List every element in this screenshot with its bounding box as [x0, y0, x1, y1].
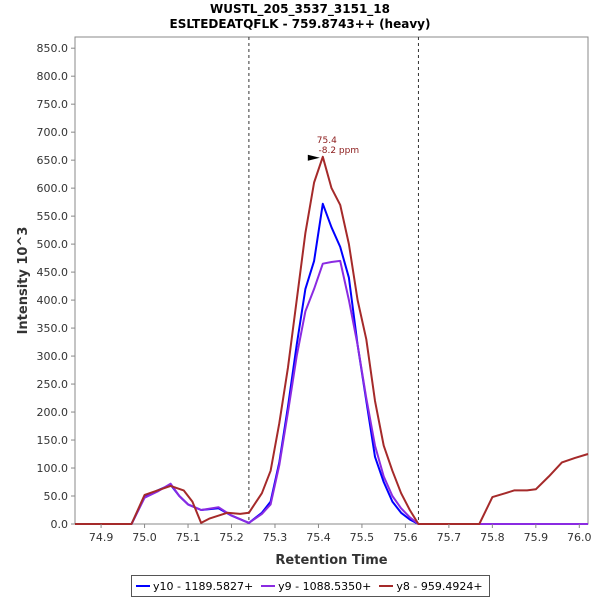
series-layer [75, 155, 589, 525]
y-tick-label: 600.0 [37, 182, 69, 195]
legend-label-y10: y10 - 1189.5827+ [153, 579, 254, 593]
y-tick-label: 800.0 [37, 70, 69, 83]
legend-label-y8: y8 - 959.4924+ [396, 579, 483, 593]
peak-annotation: 75.4 -8.2 ppm [307, 136, 359, 161]
y-axis: 0.0 50.0 100.0 150.0 200.0 250.0 300.0 350.0 400… [37, 42, 75, 531]
y-tick-label: 100.0 [37, 462, 69, 475]
plot-area: 75.4 -8.2 ppm [74, 36, 589, 525]
x-axis: 74.9 75.0 75.1 75.2 75.3 75.4 75.5 75.6 75.7 75.8… [89, 524, 592, 544]
y-tick-label: 50.0 [44, 490, 69, 503]
legend-item-y8: y8 - 959.4924+ [379, 579, 483, 593]
series-line-y9 [75, 259, 588, 525]
y-tick-label: 850.0 [37, 42, 69, 55]
y-tick-label: 750.0 [37, 98, 69, 111]
x-tick-label: 75.5 [350, 531, 375, 544]
chart-title: WUSTL_205_3537_3151_18 [210, 2, 390, 17]
y-tick-label: 200.0 [37, 406, 69, 419]
x-tick-label: 75.0 [132, 531, 157, 544]
y-axis-label: Intensity 10^3 [16, 227, 31, 335]
peak-ppm-label: -8.2 ppm [318, 146, 359, 156]
peak-arrow-icon [307, 154, 320, 161]
chart-subtitle: ESLTEDEATQFLK - 759.8743++ (heavy) [170, 17, 431, 31]
y-tick-label: 500.0 [37, 238, 69, 251]
legend-item-y9: y9 - 1088.5350+ [261, 580, 371, 593]
legend-swatch-y10 [136, 585, 150, 587]
legend-label-y9: y9 - 1088.5350+ [278, 579, 372, 593]
x-tick-label: 75.7 [437, 531, 462, 544]
x-tick-label: 75.1 [176, 531, 201, 544]
y-tick-label: 450.0 [37, 266, 69, 279]
x-tick-label: 75.2 [219, 531, 244, 544]
series-line-y8 [75, 155, 589, 525]
x-axis-label: Retention Time [275, 553, 387, 568]
y-tick-label: 0.0 [51, 518, 69, 531]
x-tick-label: 75.4 [306, 531, 331, 544]
x-tick-label: 75.3 [263, 531, 288, 544]
y-tick-label: 250.0 [37, 378, 69, 391]
x-tick-label: 75.6 [393, 531, 418, 544]
plot-frame [74, 36, 589, 525]
legend-item-y10: y10 - 1189.5827+ [136, 580, 253, 593]
legend: y10 - 1189.5827+ y9 - 1088.5350+ y8 - 95… [131, 575, 490, 597]
x-tick-label: 75.9 [524, 531, 549, 544]
legend-swatch-y9 [261, 585, 276, 587]
y-tick-label: 300.0 [37, 350, 69, 363]
y-tick-label: 350.0 [37, 322, 69, 335]
x-tick-label: 75.8 [480, 531, 505, 544]
y-tick-label: 650.0 [37, 154, 69, 167]
peak-rt-label: 75.4 [317, 136, 337, 146]
x-tick-label: 76.0 [567, 531, 592, 544]
x-tick-label: 74.9 [89, 531, 114, 544]
legend-swatch-y8 [379, 585, 394, 587]
y-tick-label: 400.0 [37, 294, 69, 307]
y-tick-label: 150.0 [37, 434, 69, 447]
y-tick-label: 550.0 [37, 210, 69, 223]
y-tick-label: 700.0 [37, 126, 69, 139]
